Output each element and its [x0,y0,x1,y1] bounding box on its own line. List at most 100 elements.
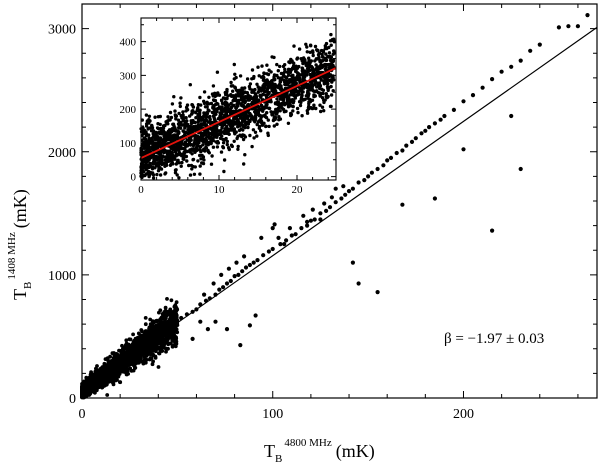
inset-data-point [256,98,261,102]
inset-data-point [238,133,242,137]
inset-data-point [265,63,269,67]
data-point [101,378,106,383]
data-point [566,24,571,29]
data-point [276,235,281,240]
inset-data-point [302,56,306,60]
inset-data-point [310,88,315,92]
inset-data-point [216,102,220,106]
data-point [202,292,207,297]
inset-data-point [316,48,320,53]
inset-data-point [169,128,173,132]
inset-data-point [171,162,175,166]
inset-data-point [241,133,245,137]
inset-data-point [310,68,315,72]
inset-data-point [209,141,213,146]
inset-data-point [303,71,307,76]
data-point [400,202,405,207]
inset-data-point [257,114,262,118]
inset-data-point [322,82,326,86]
data-point [253,313,258,318]
inset-data-point [196,143,200,148]
inset-data-point [151,162,156,166]
data-point [143,322,148,327]
data-point [89,389,94,393]
inset-data-point [275,122,279,127]
inset-data-point [313,59,317,63]
data-point [97,384,101,389]
inset-data-point [219,112,224,117]
inset-data-point [324,58,328,62]
inset-data-point [296,110,300,115]
data-point [150,319,155,324]
inset-data-point [177,152,182,156]
inset-data-point [247,98,252,102]
inset-data-point [243,95,248,99]
inset-data-point [158,173,163,177]
inset-data-point [142,159,146,164]
inset-data-point [274,112,279,116]
data-point [205,327,210,332]
inset-data-point [246,102,251,107]
data-point [224,327,230,332]
inset-data-point [296,90,300,95]
inset-data-point [267,124,271,129]
inset-data-point [174,129,178,133]
inset-data-point [268,82,272,86]
inset-data-point [222,169,226,174]
inset-data-point [329,32,333,37]
inset-data-point [295,56,300,60]
inset-data-point [154,162,158,166]
inset-data-point [243,153,247,157]
inset-data-point [213,91,217,96]
inset-data-point [229,84,234,88]
inset-data-point [219,98,224,102]
data-point [556,25,562,30]
data-point [143,316,148,320]
data-point [362,178,367,183]
inset-data-point [144,113,149,117]
inset-data-point [188,83,192,87]
inset-data-point [327,74,331,79]
data-point [238,343,243,348]
data-point [289,233,294,238]
inset-point-cloud [139,32,337,180]
data-point [131,345,136,349]
inset-data-point [282,96,286,100]
inset-data-point [314,67,318,71]
inset-data-point [320,52,324,57]
inset-data-point [242,105,246,110]
inset-data-point [185,144,190,148]
inset-data-point [226,121,231,126]
inset-data-point [277,105,282,110]
inset-data-point [233,130,238,134]
inset-data-point [230,144,234,149]
data-point [128,366,133,371]
inset-data-point [183,121,187,126]
data-point [136,341,141,345]
data-point [106,375,110,380]
data-point [213,319,218,324]
inset-data-point [158,122,162,127]
inset-data-point [190,103,194,107]
inset-data-point [170,102,175,106]
y-tick-label: 3000 [48,23,76,38]
data-point [150,331,155,336]
inset-data-point [163,150,167,154]
inset-data-point [287,97,291,101]
data-point [171,331,176,336]
inset-data-point [210,154,214,158]
inset-data-point [245,120,249,125]
data-point [137,359,142,364]
inset-data-point [308,72,312,77]
y-tick-label: 1000 [48,269,76,284]
inset-data-point [172,95,176,99]
inset-data-point [252,74,256,79]
inset-data-point [260,64,264,68]
inset-data-point [286,105,291,109]
data-point [388,155,394,160]
data-point [318,211,323,216]
data-point [312,217,317,222]
data-point [341,184,346,189]
data-point [375,166,380,172]
inset-data-point [194,116,198,120]
